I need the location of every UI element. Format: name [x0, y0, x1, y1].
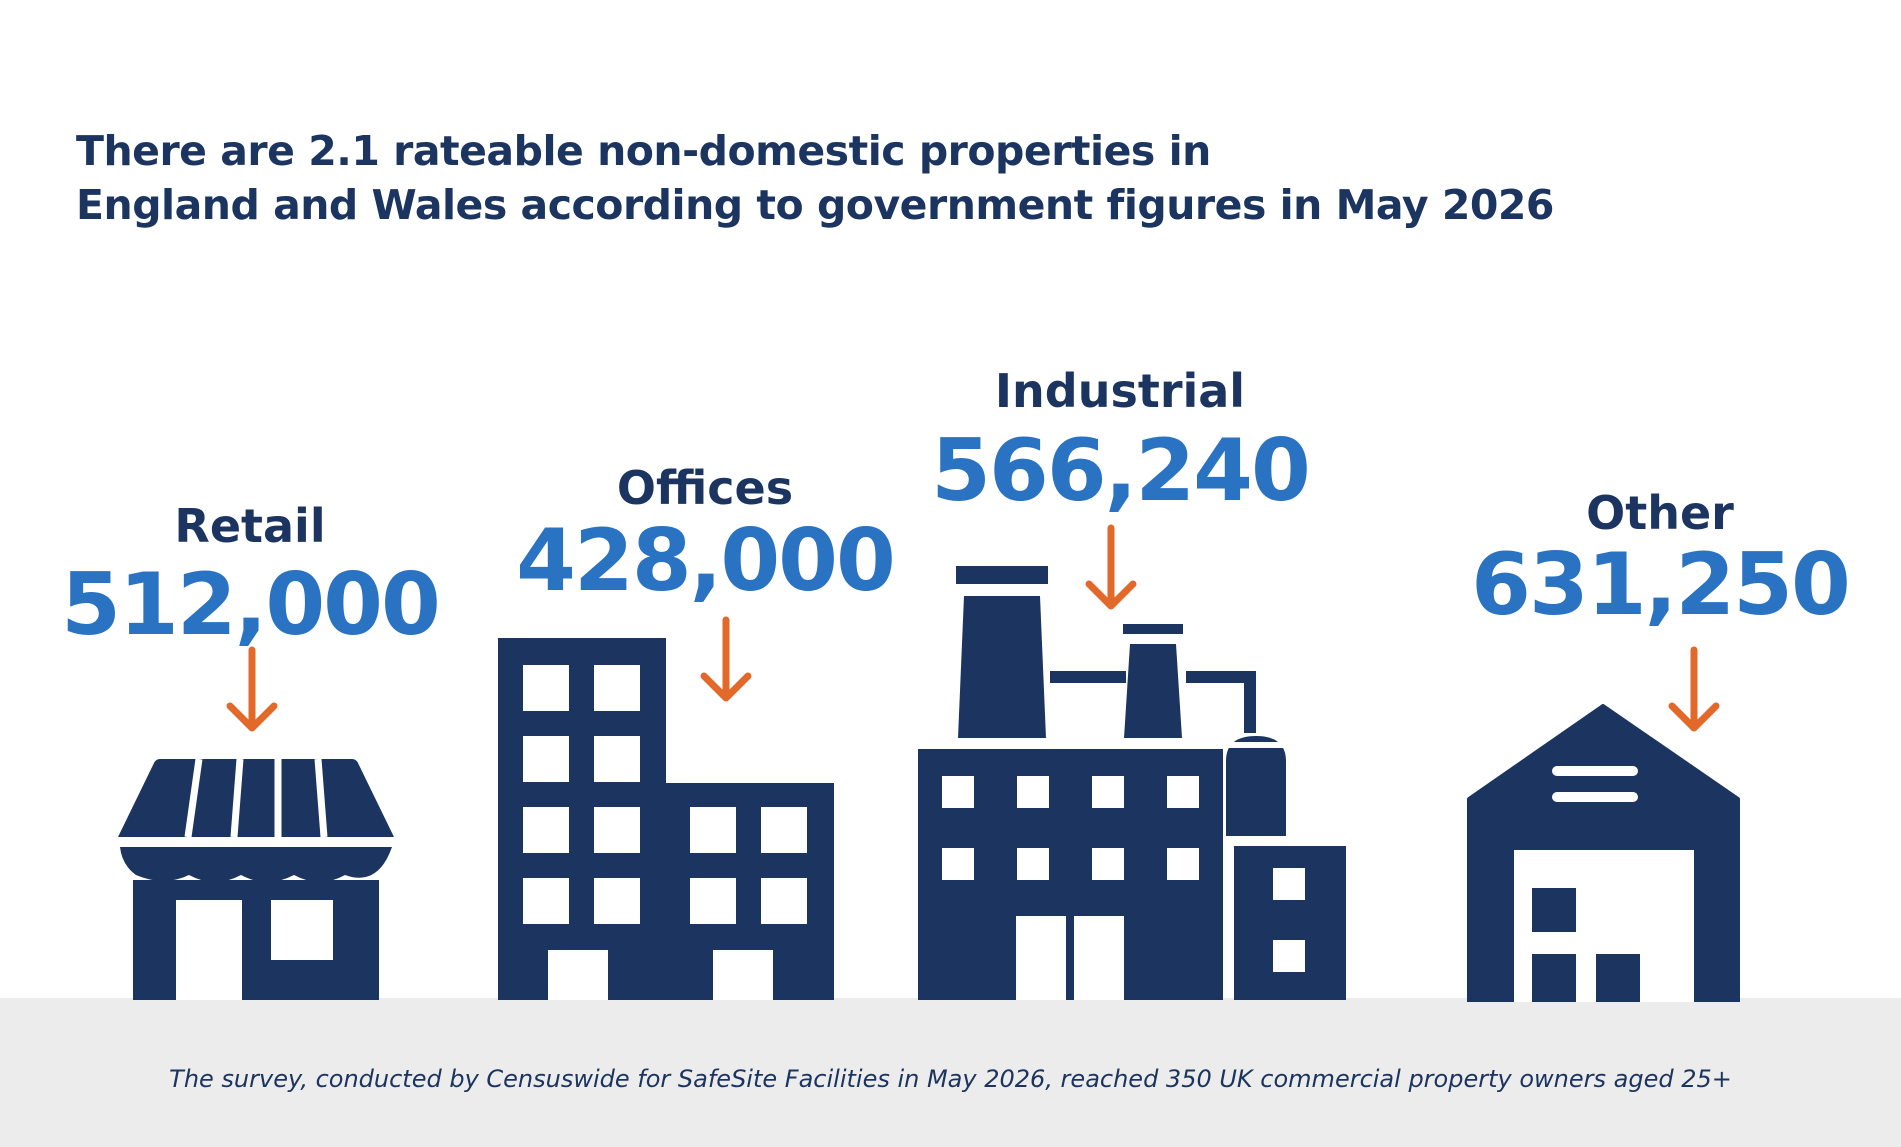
other-arrow-icon — [1668, 646, 1720, 732]
ground-band — [0, 998, 1901, 1147]
offices-value: 428,000 — [516, 511, 896, 611]
factory-icon — [918, 566, 1346, 1000]
industrial-arrow-icon — [1085, 524, 1137, 610]
other-label: Other — [1586, 486, 1734, 540]
survey-footnote: The survey, conducted by Censuswide for … — [169, 1065, 1732, 1093]
industrial-label: Industrial — [994, 364, 1246, 418]
page-title: There are 2.1 rateable non-domestic prop… — [76, 124, 1576, 232]
offices-arrow-icon — [700, 616, 752, 702]
warehouse-icon — [1467, 704, 1740, 1002]
other-value: 631,250 — [1471, 535, 1851, 635]
offices-label: Offices — [616, 461, 794, 515]
retail-label: Retail — [174, 499, 326, 553]
title-line-1: There are 2.1 rateable non-domestic prop… — [76, 127, 1211, 175]
title-line-2: England and Wales according to governmen… — [76, 181, 1554, 229]
shop-icon — [116, 758, 396, 1000]
retail-arrow-icon — [226, 646, 278, 732]
retail-value: 512,000 — [61, 555, 441, 655]
industrial-value: 566,240 — [931, 421, 1311, 521]
office-building-icon — [498, 638, 834, 1000]
